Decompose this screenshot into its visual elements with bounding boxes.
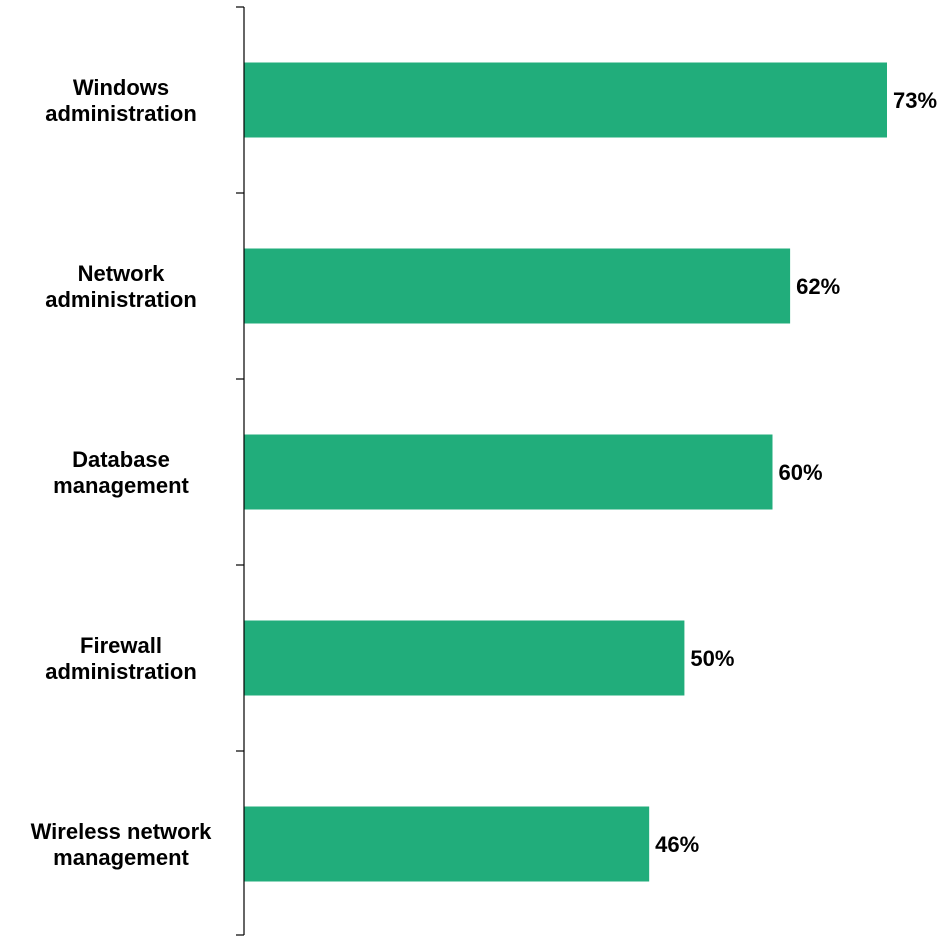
- bar-4: [244, 806, 650, 882]
- bar-0: [244, 62, 887, 138]
- bars-layer: [244, 62, 887, 882]
- data-label-0: 73%: [893, 88, 937, 113]
- category-label-line: management: [53, 473, 189, 498]
- data-label-3: 50%: [690, 646, 734, 671]
- category-label-line: Database: [72, 447, 170, 472]
- bar-1: [244, 248, 791, 324]
- category-label-line: Windows: [73, 75, 169, 100]
- category-label-line: administration: [45, 659, 197, 684]
- category-label-line: Wireless network: [31, 819, 213, 844]
- category-label-1: Network administration: [45, 261, 197, 312]
- category-label-3: Firewall administration: [45, 633, 197, 684]
- data-label-1: 62%: [796, 274, 840, 299]
- category-label-line: Network: [78, 261, 166, 286]
- category-label-line: administration: [45, 287, 197, 312]
- category-label-line: administration: [45, 101, 197, 126]
- category-label-4: Wireless network management: [31, 819, 213, 870]
- category-label-0: Windows administration: [45, 75, 197, 126]
- data-label-4: 46%: [655, 832, 699, 857]
- category-axis: [236, 6, 245, 936]
- data-label-2: 60%: [778, 460, 822, 485]
- category-label-2: Database management: [53, 447, 189, 498]
- bar-2: [244, 434, 773, 510]
- category-label-line: Firewall: [80, 633, 162, 658]
- bar-3: [244, 620, 685, 696]
- category-label-line: management: [53, 845, 189, 870]
